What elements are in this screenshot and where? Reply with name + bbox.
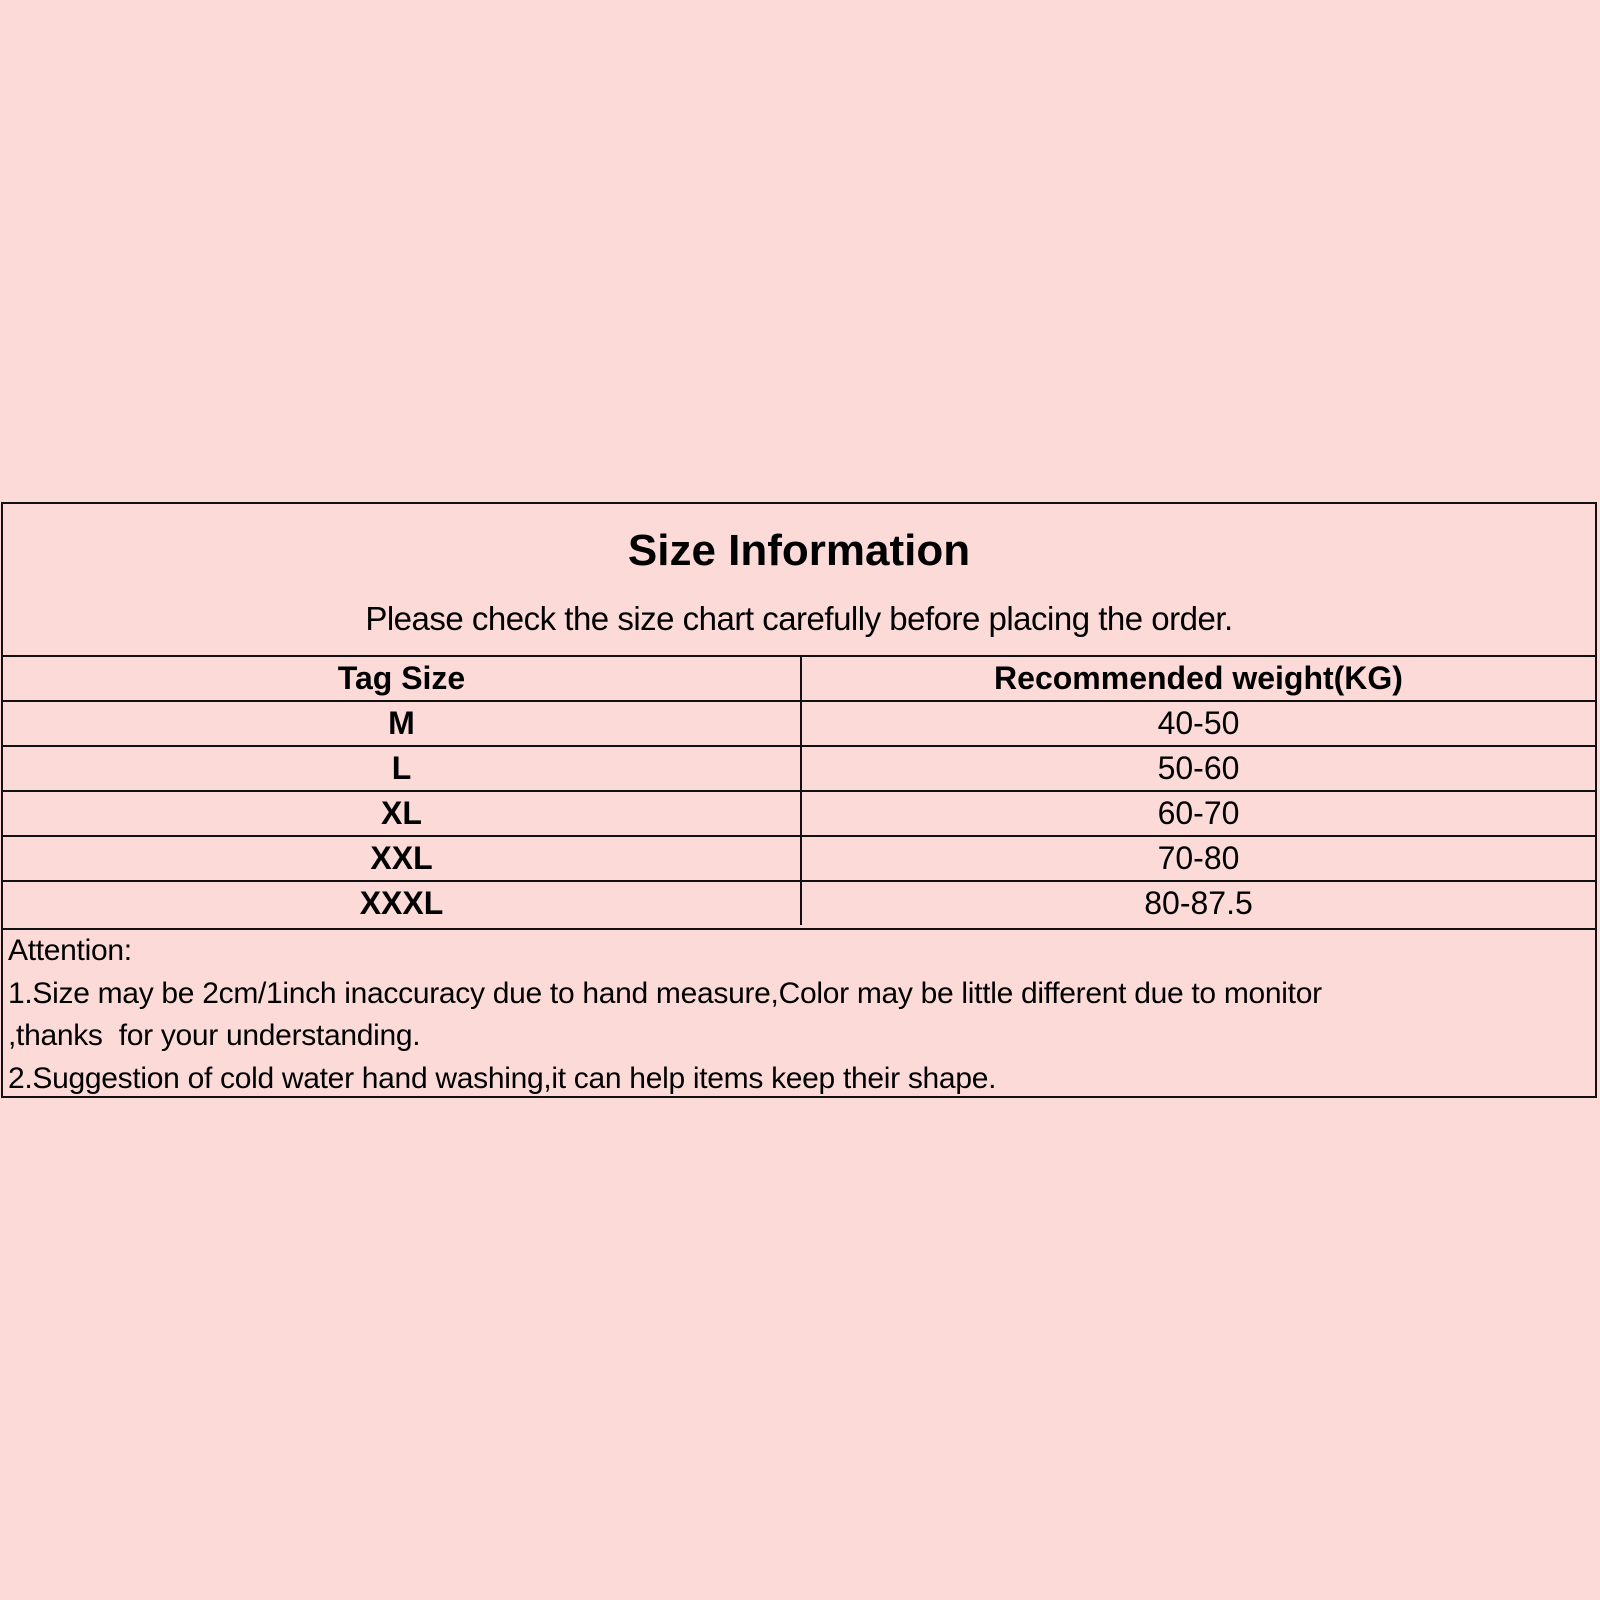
tag-size: XXXL [3, 880, 802, 925]
size-chart: Size Information Please check the size c… [1, 502, 1597, 1098]
weight: 80-87.5 [801, 880, 1595, 925]
weight: 40-50 [801, 700, 1595, 746]
attention-line: 2.Suggestion of cold water hand washing,… [8, 1061, 997, 1095]
attention-section: Attention: 1.Size may be 2cm/1inch inacc… [8, 930, 1595, 1100]
table-row: XXXL 80-87.5 [3, 880, 1595, 925]
table-row: XXL 70-80 [3, 835, 1595, 881]
weight: 50-60 [801, 745, 1595, 791]
weight: 60-70 [801, 790, 1595, 836]
table-header: Tag Size Recommended weight(KG) [3, 655, 1595, 701]
attention-divider [3, 928, 1595, 930]
table-row: M 40-50 [3, 700, 1595, 746]
attention-line: 1.Size may be 2cm/1inch inaccuracy due t… [8, 976, 1322, 1010]
subtitle: Please check the size chart carefully be… [365, 600, 1233, 637]
tag-size: XL [3, 790, 802, 836]
tag-size: M [3, 700, 802, 746]
tag-size: L [3, 745, 802, 791]
header-weight: Recommended weight(KG) [801, 655, 1595, 701]
tag-size: XXL [3, 835, 802, 881]
attention-heading: Attention: [8, 934, 132, 967]
header-tag-size: Tag Size [3, 655, 802, 701]
table-row: XL 60-70 [3, 790, 1595, 836]
page-title: Size Information [627, 526, 971, 575]
table-row: L 50-60 [3, 745, 1595, 791]
weight: 70-80 [801, 835, 1595, 881]
size-table: Tag Size Recommended weight(KG) M 40-50 L… [3, 655, 1595, 925]
attention-line: ,thanks for your understanding. [8, 1019, 421, 1052]
